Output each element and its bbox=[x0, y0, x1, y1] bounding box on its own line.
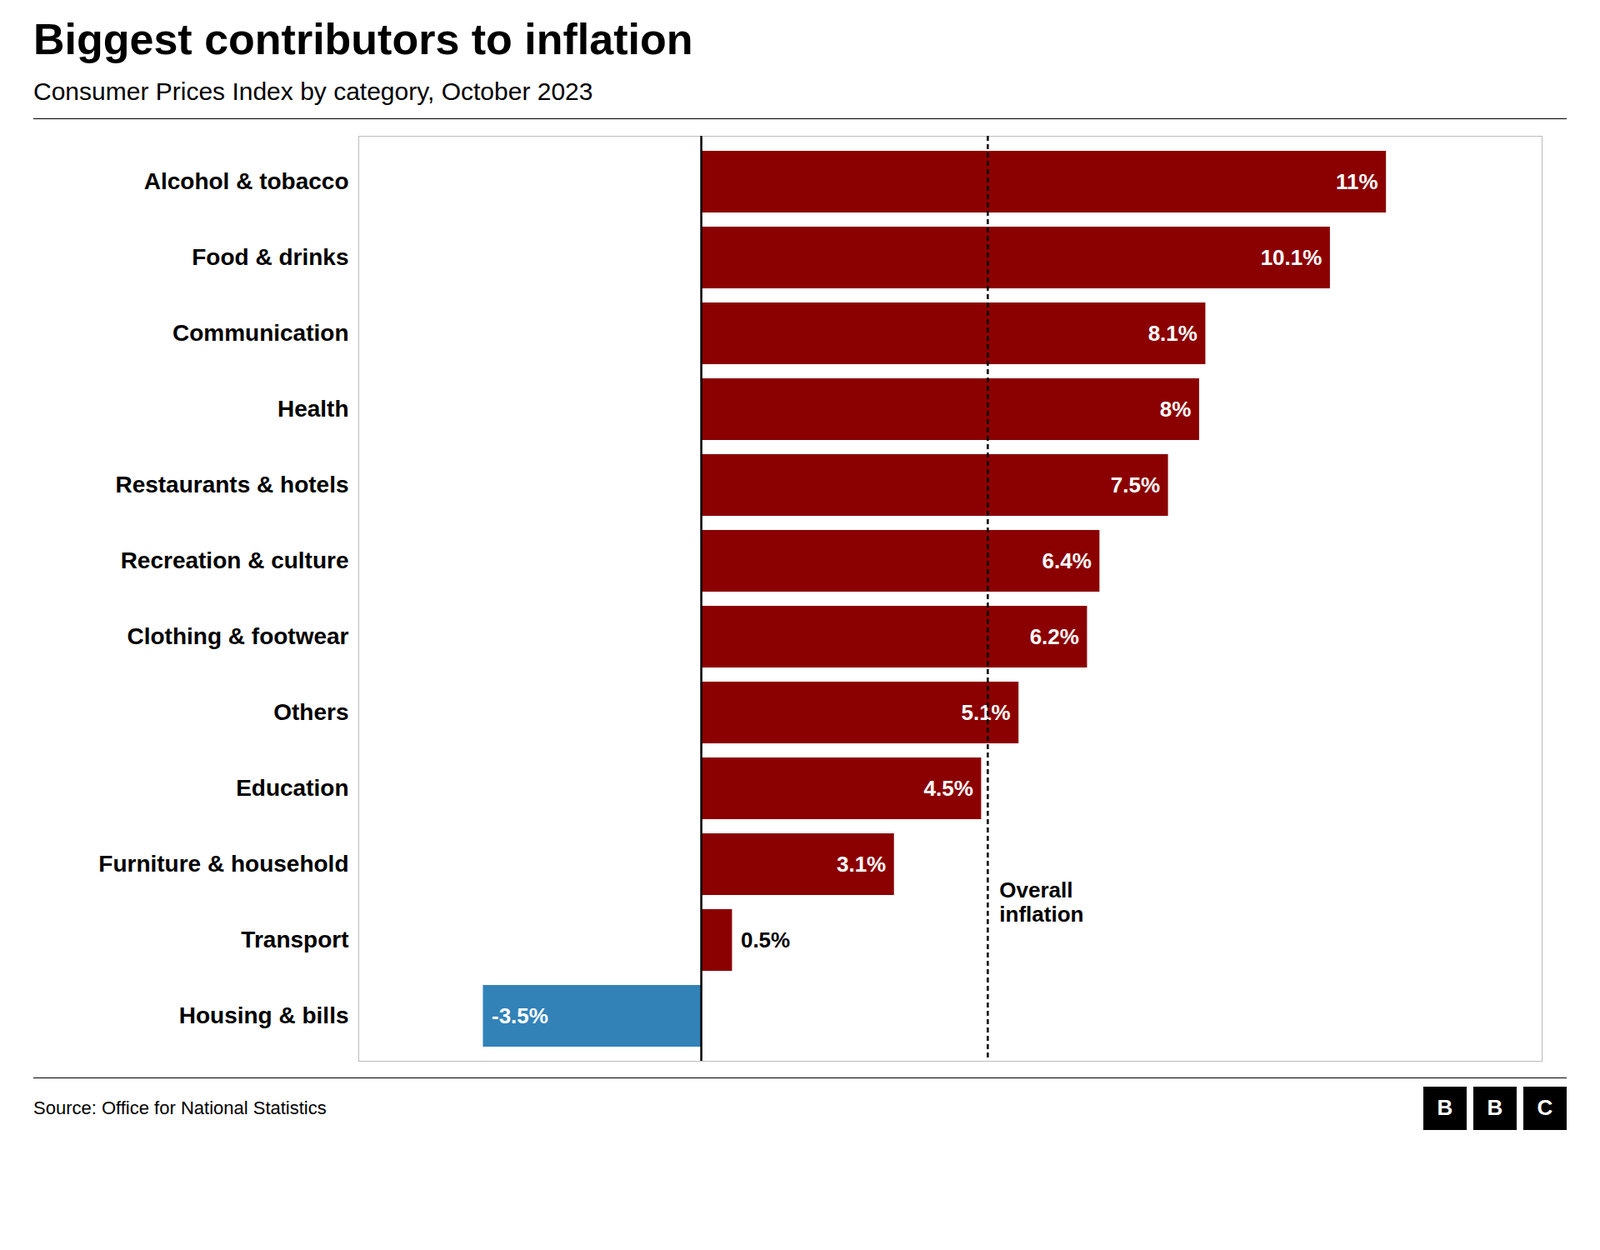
svg-text:Overallinflation: Overallinflation bbox=[999, 877, 1084, 927]
svg-text:Housing & bills: Housing & bills bbox=[179, 1002, 350, 1029]
svg-text:0.5%: 0.5% bbox=[740, 927, 790, 953]
html-text:Consumer Prices Index by categ: Consumer Prices Index by category, Octob… bbox=[33, 77, 593, 105]
svg-text:Clothing & footwear: Clothing & footwear bbox=[127, 623, 350, 650]
svg-text:11%: 11% bbox=[1335, 169, 1379, 195]
svg-text:Food & drinks: Food & drinks bbox=[191, 244, 349, 270]
svg-text:6.4%: 6.4% bbox=[1042, 548, 1092, 574]
svg-text:Communication: Communication bbox=[172, 320, 350, 346]
svg-text:8.1%: 8.1% bbox=[1148, 320, 1198, 346]
svg-text:Recreation & culture: Recreation & culture bbox=[120, 547, 350, 574]
html-text:B: B bbox=[1487, 1095, 1503, 1121]
html-text:B: B bbox=[1437, 1095, 1453, 1121]
svg-text:Furniture & household: Furniture & household bbox=[98, 850, 349, 877]
svg-text:Education: Education bbox=[235, 775, 349, 801]
svg-text:5.1%: 5.1% bbox=[960, 700, 1010, 725]
html-text:Biggest contributors to inflat: Biggest contributors to inflation bbox=[33, 15, 693, 64]
svg-text:Restaurants & hotels: Restaurants & hotels bbox=[115, 471, 349, 498]
svg-text:4.5%: 4.5% bbox=[924, 775, 974, 801]
html-text:Source: Office for National St: Source: Office for National Statistics bbox=[33, 1097, 327, 1119]
svg-text:6.2%: 6.2% bbox=[1030, 624, 1080, 650]
svg-text:Others: Others bbox=[273, 699, 349, 725]
html-text:C: C bbox=[1537, 1095, 1553, 1121]
svg-text:Alcohol & tobacco: Alcohol & tobacco bbox=[144, 168, 350, 195]
svg-text:7.5%: 7.5% bbox=[1110, 472, 1160, 498]
svg-text:10.1%: 10.1% bbox=[1260, 245, 1323, 270]
svg-text:-3.5%: -3.5% bbox=[491, 1003, 549, 1029]
svg-text:Transport: Transport bbox=[240, 926, 349, 953]
svg-text:3.1%: 3.1% bbox=[836, 851, 886, 877]
svg-text:Health: Health bbox=[277, 395, 350, 422]
svg-text:8%: 8% bbox=[1160, 396, 1192, 422]
